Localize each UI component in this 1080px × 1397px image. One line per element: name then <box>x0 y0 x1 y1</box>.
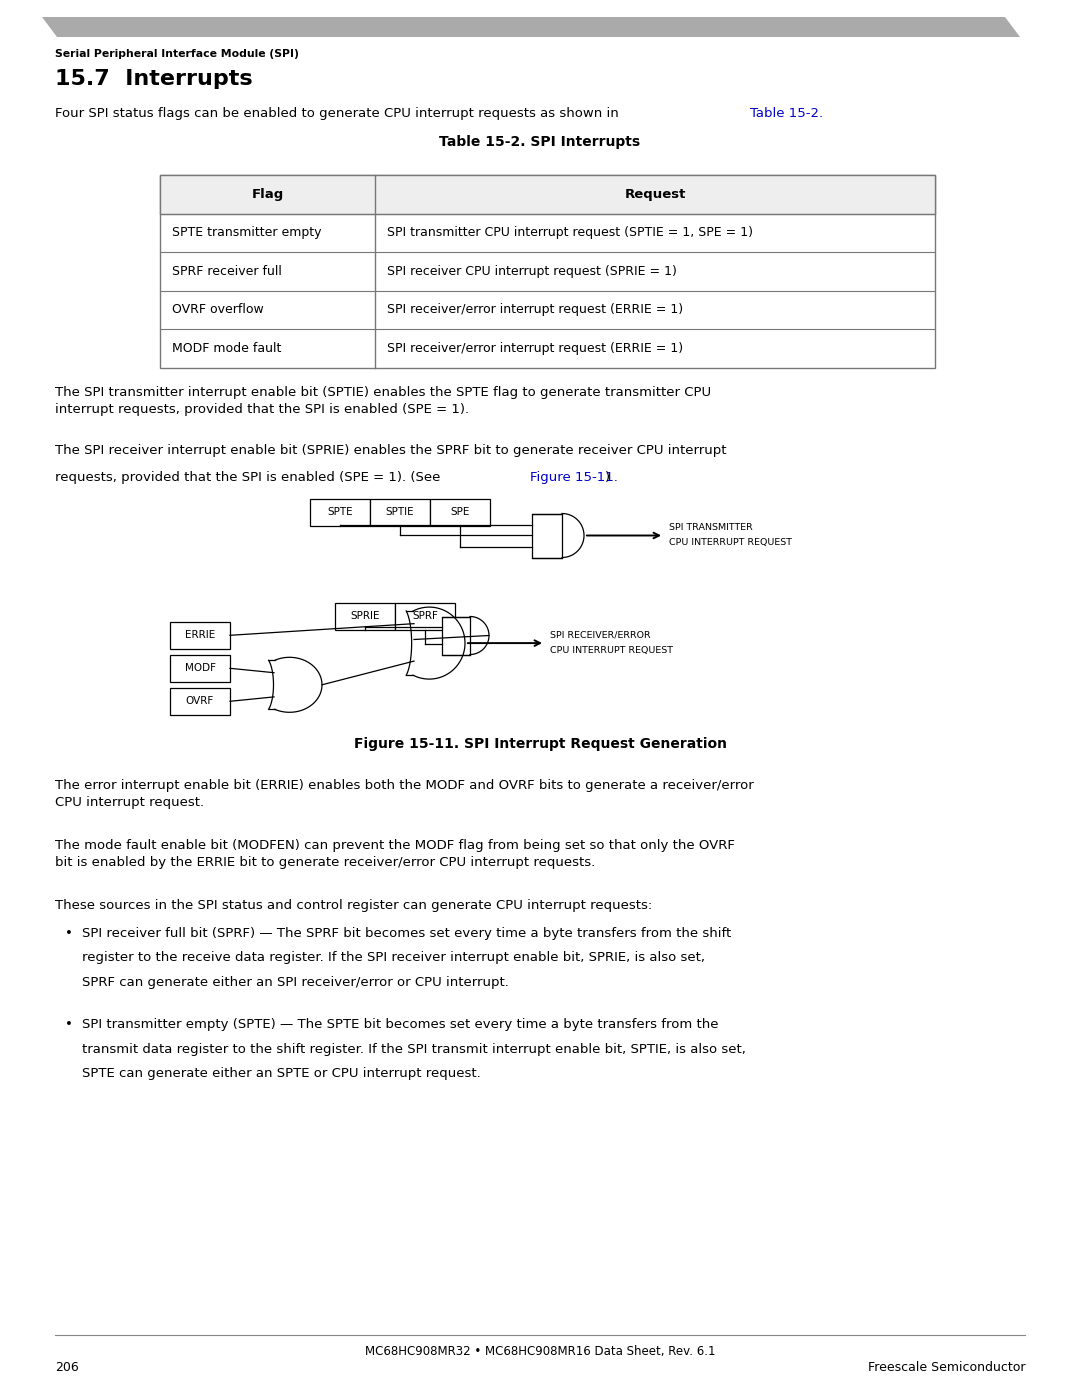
Bar <box>170 655 230 682</box>
Text: transmit data register to the shift register. If the SPI transmit interrupt enab: transmit data register to the shift regi… <box>82 1042 746 1056</box>
Bar <box>532 514 562 557</box>
Text: The SPI receiver interrupt enable bit (SPRIE) enables the SPRF bit to generate r: The SPI receiver interrupt enable bit (S… <box>55 443 727 457</box>
Text: The mode fault enable bit (MODFEN) can prevent the MODF flag from being set so t: The mode fault enable bit (MODFEN) can p… <box>55 838 734 869</box>
Text: Flag: Flag <box>252 187 284 201</box>
Text: SPI TRANSMITTER: SPI TRANSMITTER <box>669 522 753 531</box>
Text: SPTE can generate either an SPTE or CPU interrupt request.: SPTE can generate either an SPTE or CPU … <box>82 1067 481 1080</box>
Text: Serial Peripheral Interface Module (SPI): Serial Peripheral Interface Module (SPI) <box>55 49 299 59</box>
Text: SPE: SPE <box>450 507 470 517</box>
Bar <box>335 602 395 630</box>
Text: OVRF overflow: OVRF overflow <box>172 303 264 316</box>
Text: Four SPI status flags can be enabled to generate CPU interrupt requests as shown: Four SPI status flags can be enabled to … <box>55 108 623 120</box>
Text: ): ) <box>605 471 610 483</box>
Text: SPI receiver full bit (SPRF) — The SPRF bit becomes set every time a byte transf: SPI receiver full bit (SPRF) — The SPRF … <box>82 926 731 940</box>
Bar <box>170 622 230 648</box>
Text: SPTIE: SPTIE <box>386 507 415 517</box>
Text: SPRIE: SPRIE <box>350 610 380 622</box>
Text: SPI transmitter CPU interrupt request (SPTIE = 1, SPE = 1): SPI transmitter CPU interrupt request (S… <box>387 226 753 239</box>
Text: OVRF: OVRF <box>186 696 214 707</box>
Text: Figure 15-11.: Figure 15-11. <box>530 471 618 483</box>
Text: MC68HC908MR32 • MC68HC908MR16 Data Sheet, Rev. 6.1: MC68HC908MR32 • MC68HC908MR16 Data Sheet… <box>365 1345 715 1358</box>
Text: SPI transmitter empty (SPTE) — The SPTE bit becomes set every time a byte transf: SPI transmitter empty (SPTE) — The SPTE … <box>82 1018 718 1031</box>
Text: The SPI transmitter interrupt enable bit (SPTIE) enables the SPTE flag to genera: The SPI transmitter interrupt enable bit… <box>55 386 711 416</box>
Text: MODF mode fault: MODF mode fault <box>172 342 282 355</box>
Text: SPRF can generate either an SPI receiver/error or CPU interrupt.: SPRF can generate either an SPI receiver… <box>82 975 509 989</box>
Text: 206: 206 <box>55 1361 79 1375</box>
Bar <box>442 616 470 655</box>
Text: CPU INTERRUPT REQUEST: CPU INTERRUPT REQUEST <box>550 645 673 655</box>
Text: Table 15-2.: Table 15-2. <box>750 108 823 120</box>
Text: •: • <box>65 1018 72 1031</box>
Text: 15.7  Interrupts: 15.7 Interrupts <box>55 68 253 89</box>
Text: ERRIE: ERRIE <box>185 630 215 640</box>
Text: SPI RECEIVER/ERROR: SPI RECEIVER/ERROR <box>550 630 650 638</box>
Text: SPI receiver/error interrupt request (ERRIE = 1): SPI receiver/error interrupt request (ER… <box>387 342 684 355</box>
Text: These sources in the SPI status and control register can generate CPU interrupt : These sources in the SPI status and cont… <box>55 898 652 912</box>
Text: SPRF: SPRF <box>413 610 437 622</box>
Text: requests, provided that the SPI is enabled (SPE = 1). (See: requests, provided that the SPI is enabl… <box>55 471 445 483</box>
Text: Freescale Semiconductor: Freescale Semiconductor <box>867 1361 1025 1375</box>
Text: SPRF receiver full: SPRF receiver full <box>172 265 282 278</box>
Text: The error interrupt enable bit (ERRIE) enables both the MODF and OVRF bits to ge: The error interrupt enable bit (ERRIE) e… <box>55 778 754 809</box>
Text: Request: Request <box>624 187 686 201</box>
Text: •: • <box>65 926 72 940</box>
Text: SPI receiver CPU interrupt request (SPRIE = 1): SPI receiver CPU interrupt request (SPRI… <box>387 265 677 278</box>
Text: CPU INTERRUPT REQUEST: CPU INTERRUPT REQUEST <box>669 538 792 548</box>
Text: Figure 15-11. SPI Interrupt Request Generation: Figure 15-11. SPI Interrupt Request Gene… <box>353 736 727 750</box>
Text: Table 15-2. SPI Interrupts: Table 15-2. SPI Interrupts <box>440 136 640 149</box>
Bar <box>160 175 935 367</box>
Text: MODF: MODF <box>185 664 216 673</box>
Bar <box>395 602 455 630</box>
Bar <box>370 499 430 525</box>
Bar <box>160 175 935 214</box>
Text: SPTE: SPTE <box>327 507 353 517</box>
Text: register to the receive data register. If the SPI receiver interrupt enable bit,: register to the receive data register. I… <box>82 951 705 964</box>
Text: SPTE transmitter empty: SPTE transmitter empty <box>172 226 322 239</box>
Polygon shape <box>42 17 1020 36</box>
Bar <box>170 687 230 715</box>
Bar <box>310 499 370 525</box>
Bar <box>430 499 490 525</box>
Text: SPI receiver/error interrupt request (ERRIE = 1): SPI receiver/error interrupt request (ER… <box>387 303 684 316</box>
